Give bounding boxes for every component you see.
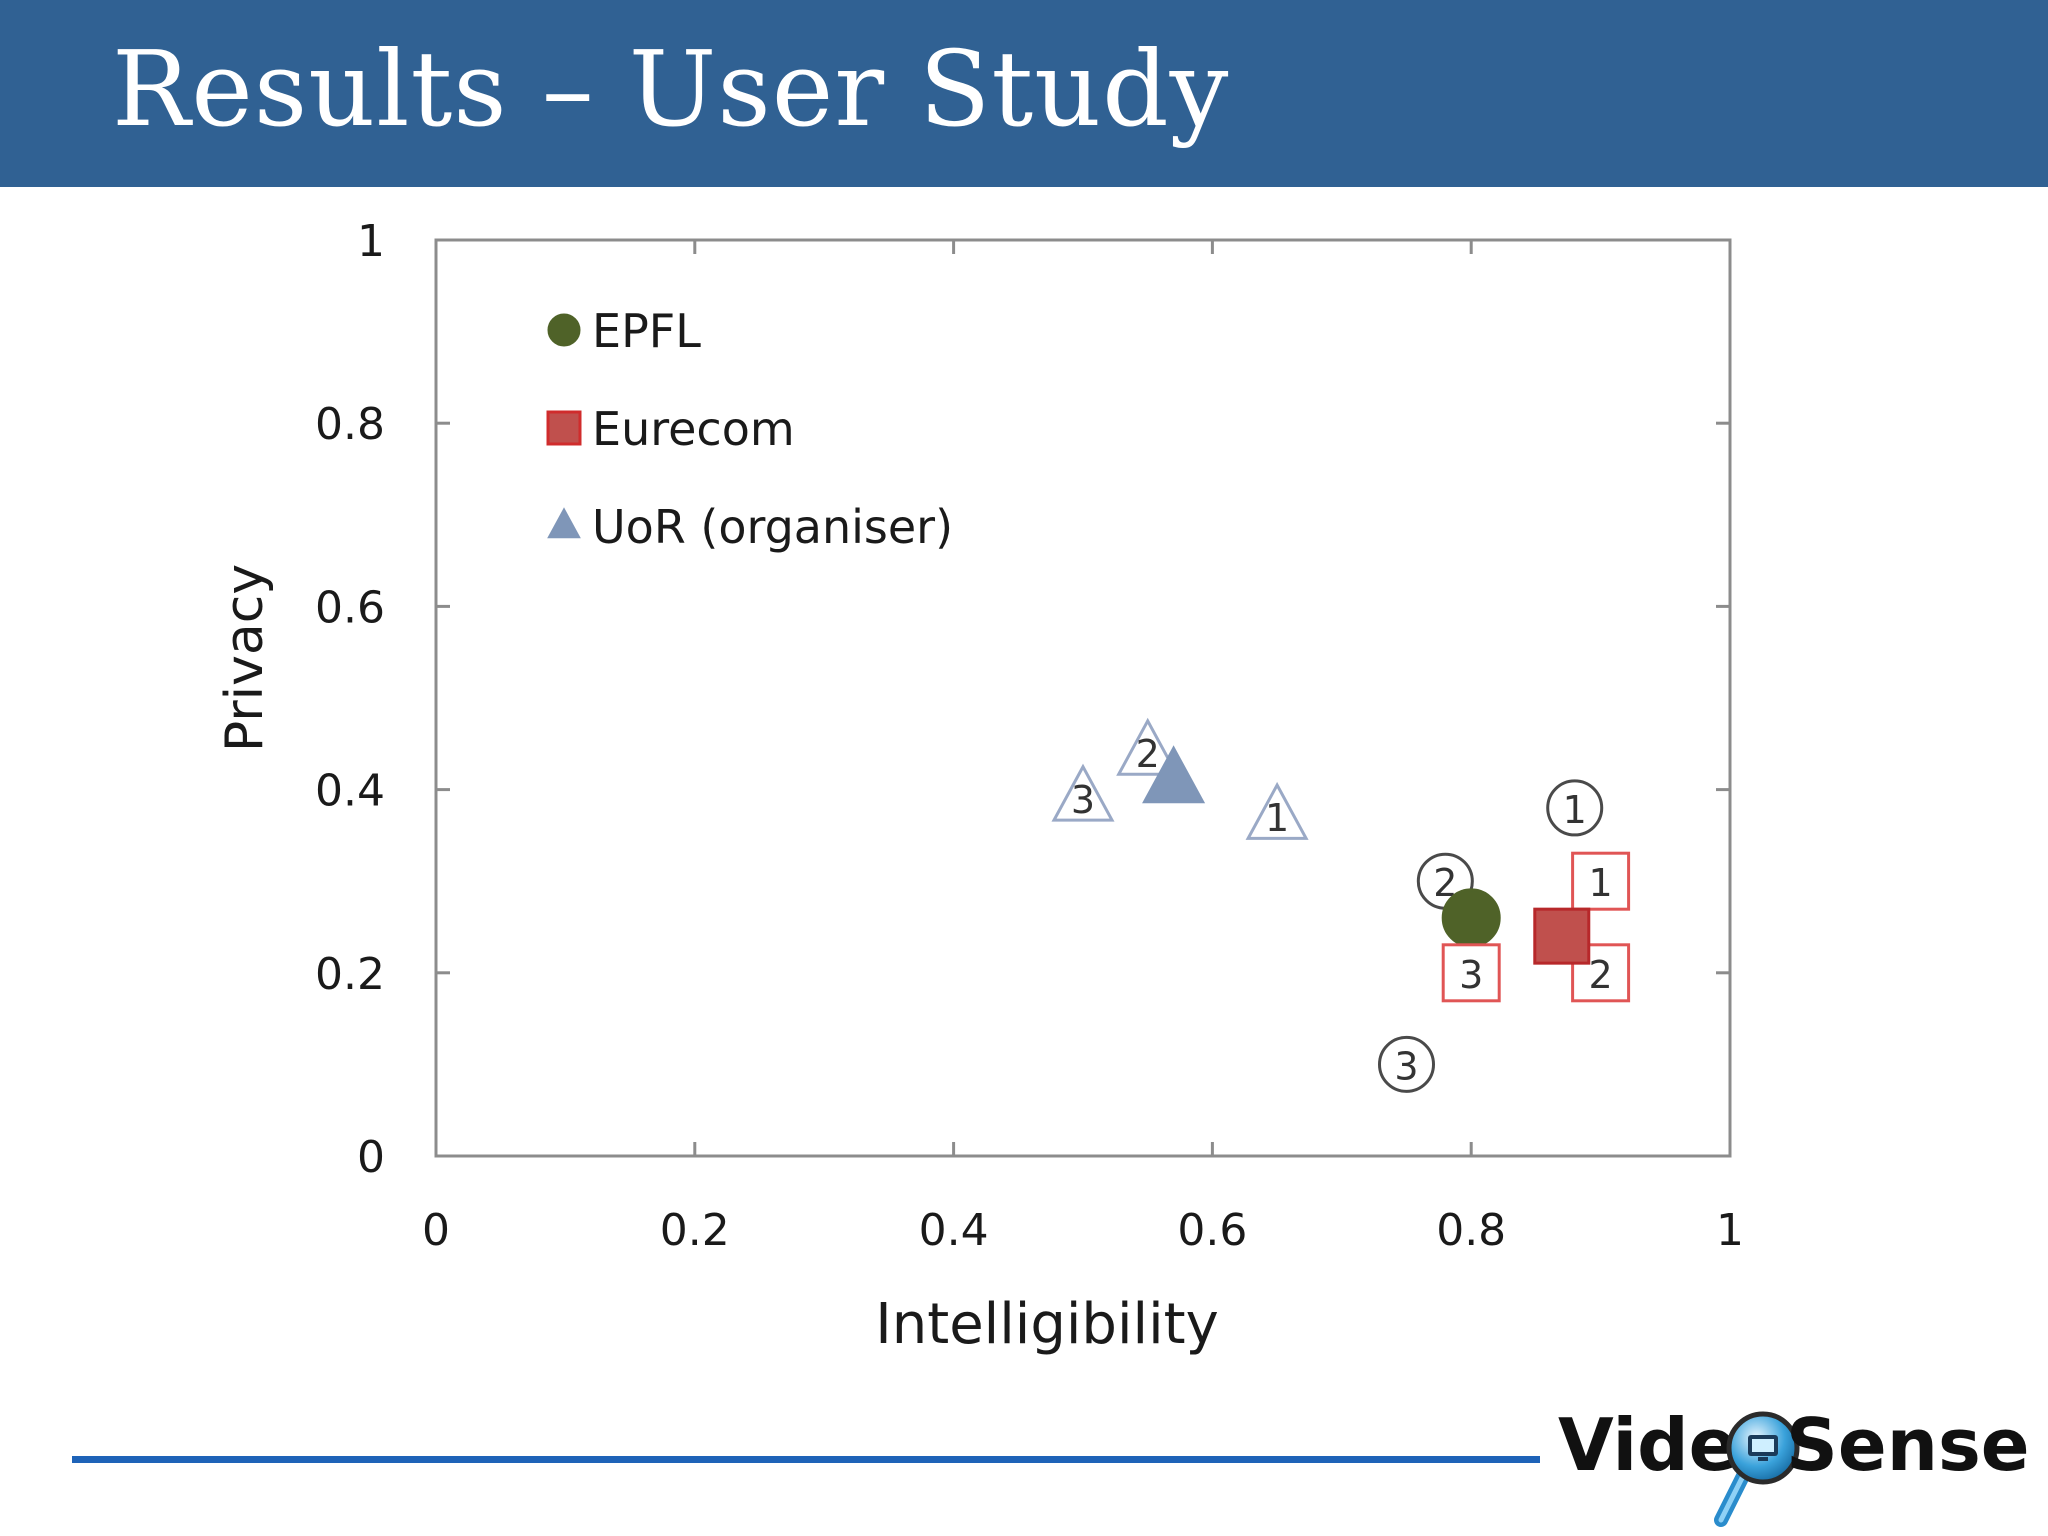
footer-rule: [72, 1456, 1540, 1463]
y-tick-label: 0.8: [315, 399, 385, 450]
uor-organiser-participant-point: [1245, 781, 1309, 840]
legend-item-epfl: EPFL: [547, 304, 701, 358]
y-tick-label: 0.6: [315, 582, 385, 633]
y-tick-label: 0.4: [315, 766, 385, 817]
y-tick-label: 0.2: [315, 949, 385, 1000]
uor-organiser-participant-point: [1051, 763, 1115, 822]
series-epfl: 123: [1378, 779, 1604, 1093]
epfl-participant-point: [1378, 1035, 1435, 1093]
legend-item-eurecom: Eurecom: [546, 402, 795, 456]
epfl-point-label: 1: [1563, 788, 1587, 832]
legend-label-uor-organiser: UoR (organiser): [592, 500, 953, 554]
epfl-mean-point: [1441, 888, 1501, 948]
x-axis-label: Intelligibility: [875, 1292, 1219, 1357]
eurecom-point-label: 3: [1459, 953, 1483, 997]
legend: EPFL Eurecom UoR (organiser): [546, 304, 953, 554]
legend-item-uor-organiser: UoR (organiser): [547, 500, 953, 554]
x-tick-label: 1: [1716, 1205, 1744, 1256]
logo-text-part1: Vide: [1558, 1403, 1738, 1487]
y-tick-label: 1: [357, 216, 385, 267]
eurecom-participant-point: [1441, 943, 1501, 1003]
plot-area: [434, 238, 1732, 1158]
uor-organiser-point-label: 1: [1265, 796, 1289, 840]
eurecom-mean-point: [1533, 907, 1591, 965]
eurecom-participant-point: [1571, 851, 1631, 911]
series-eurecom: 1 2 3: [1441, 851, 1631, 1003]
legend-marker-epfl: [547, 313, 581, 347]
legend-marker-uor-organiser: [547, 507, 581, 539]
legend-label-eurecom: Eurecom: [592, 402, 795, 456]
y-tick-label: 0: [357, 1132, 385, 1183]
slide-title: Results – User Study: [112, 28, 1230, 150]
x-tick-label: 0.8: [1436, 1205, 1506, 1256]
uor-organiser-participant-point: [1116, 717, 1180, 776]
x-tick-label: 0.6: [1177, 1205, 1247, 1256]
logo-text-part2: Sense: [1786, 1403, 2030, 1487]
eurecom-point-label: 1: [1589, 861, 1613, 905]
uor-organiser-point-label: 2: [1136, 732, 1160, 776]
y-axis-label: Privacy: [215, 564, 275, 752]
title-bar: Results – User Study: [0, 0, 2048, 187]
epfl-participant-point: [1546, 779, 1604, 837]
x-tick-label: 0.2: [660, 1205, 730, 1256]
x-tick-label: 0: [422, 1205, 450, 1256]
epfl-point-label: 3: [1394, 1044, 1418, 1088]
x-tick-label: 0.4: [919, 1205, 989, 1256]
legend-label-epfl: EPFL: [592, 304, 701, 358]
videosense-logo: Vide Sense: [1558, 1403, 2030, 1533]
legend-marker-eurecom: [546, 410, 582, 446]
eurecom-point-label: 2: [1589, 953, 1613, 997]
uor-organiser-point-label: 3: [1071, 778, 1095, 822]
series-uor-organiser: 1 23: [1051, 717, 1309, 840]
uor-organiser-mean-point: [1142, 745, 1206, 804]
magnifier-monitor-icon: [1714, 1411, 1800, 1527]
